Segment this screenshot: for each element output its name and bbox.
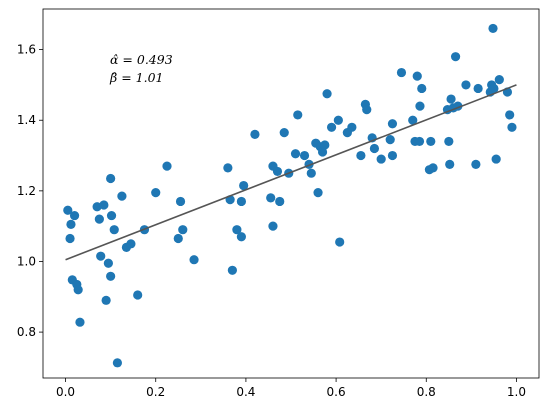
data-point xyxy=(69,210,80,221)
data-point xyxy=(450,52,461,62)
data-point xyxy=(444,136,454,147)
data-point xyxy=(293,110,303,120)
data-point xyxy=(494,75,504,85)
data-point xyxy=(175,196,186,207)
data-point xyxy=(266,193,276,203)
data-point xyxy=(236,232,246,242)
data-point xyxy=(75,317,85,327)
data-point xyxy=(279,127,289,138)
data-point xyxy=(103,258,113,268)
data-point xyxy=(178,225,188,235)
x-tick-label: 1.0 xyxy=(507,385,526,399)
data-point xyxy=(101,295,111,305)
annotation-beta: β̂ = 1.01 xyxy=(109,70,163,85)
x-tick-label: 0.8 xyxy=(417,385,436,399)
data-point xyxy=(385,135,395,145)
y-axis: 0.8 1.0 1.2 1.4 1.6 xyxy=(17,43,43,339)
y-tick-label: 1.0 xyxy=(17,254,36,268)
x-tick-label: 0.2 xyxy=(146,385,165,399)
plot-frame xyxy=(42,8,540,379)
data-point xyxy=(96,251,106,261)
data-point xyxy=(428,163,438,173)
fit-line xyxy=(65,84,517,261)
data-point xyxy=(317,147,328,157)
data-point xyxy=(106,173,116,184)
data-point xyxy=(133,290,143,300)
data-point xyxy=(426,136,436,147)
data-point xyxy=(272,166,283,177)
data-point xyxy=(223,163,233,173)
y-tick-label: 1.4 xyxy=(17,113,36,127)
y-tick-label: 1.6 xyxy=(17,43,36,57)
data-point xyxy=(446,94,456,104)
data-point xyxy=(173,233,183,244)
data-point xyxy=(65,233,75,244)
data-point xyxy=(347,122,357,132)
data-point xyxy=(94,214,104,224)
data-point xyxy=(99,200,109,210)
data-point xyxy=(408,115,418,125)
data-point xyxy=(117,191,127,201)
data-point xyxy=(299,150,310,161)
data-point xyxy=(507,122,517,132)
x-tick-label: 0.6 xyxy=(327,385,346,399)
data-point xyxy=(387,119,398,129)
data-point xyxy=(106,271,116,281)
data-point xyxy=(250,129,260,139)
data-point xyxy=(333,115,343,125)
data-point xyxy=(376,154,386,164)
data-point xyxy=(326,122,337,132)
data-point xyxy=(356,150,366,161)
x-tick-label: 0.0 xyxy=(56,385,75,399)
data-point xyxy=(63,205,73,215)
data-point xyxy=(471,159,481,169)
data-point xyxy=(387,150,398,161)
data-point xyxy=(414,136,425,147)
data-point xyxy=(417,83,427,94)
data-point xyxy=(415,101,425,111)
points-layer xyxy=(63,23,517,368)
data-point xyxy=(491,154,501,164)
data-point xyxy=(335,237,345,247)
data-point xyxy=(126,239,136,249)
data-point xyxy=(445,159,455,169)
data-point xyxy=(73,285,83,295)
x-tick-label: 0.4 xyxy=(236,385,255,399)
data-point xyxy=(106,210,117,221)
data-point xyxy=(306,168,316,178)
data-point xyxy=(320,140,330,150)
data-point xyxy=(151,188,161,198)
data-point xyxy=(239,180,249,191)
data-point xyxy=(162,161,172,171)
data-point xyxy=(232,225,242,235)
data-point xyxy=(489,83,499,94)
data-point xyxy=(268,221,278,231)
data-point xyxy=(313,188,323,198)
data-point xyxy=(473,83,483,94)
data-point xyxy=(488,23,498,34)
data-point xyxy=(112,358,122,368)
data-point xyxy=(189,255,199,265)
annotation-alpha: α̂ = 0.493 xyxy=(110,52,173,67)
data-point xyxy=(322,89,332,99)
data-point xyxy=(396,67,407,78)
data-point xyxy=(227,265,237,275)
data-point xyxy=(505,110,515,120)
x-axis: 0.0 0.2 0.4 0.6 0.8 1.0 xyxy=(56,378,526,399)
y-tick-label: 0.8 xyxy=(17,325,36,339)
data-point xyxy=(461,80,471,90)
data-point xyxy=(275,196,285,207)
data-point xyxy=(412,71,422,81)
fit-line-layer xyxy=(65,84,517,261)
data-point xyxy=(236,196,246,207)
data-point xyxy=(66,219,76,229)
data-point xyxy=(362,105,372,115)
data-point xyxy=(109,225,119,235)
data-point xyxy=(290,149,301,159)
y-tick-label: 1.2 xyxy=(17,184,36,198)
data-point xyxy=(369,143,380,154)
